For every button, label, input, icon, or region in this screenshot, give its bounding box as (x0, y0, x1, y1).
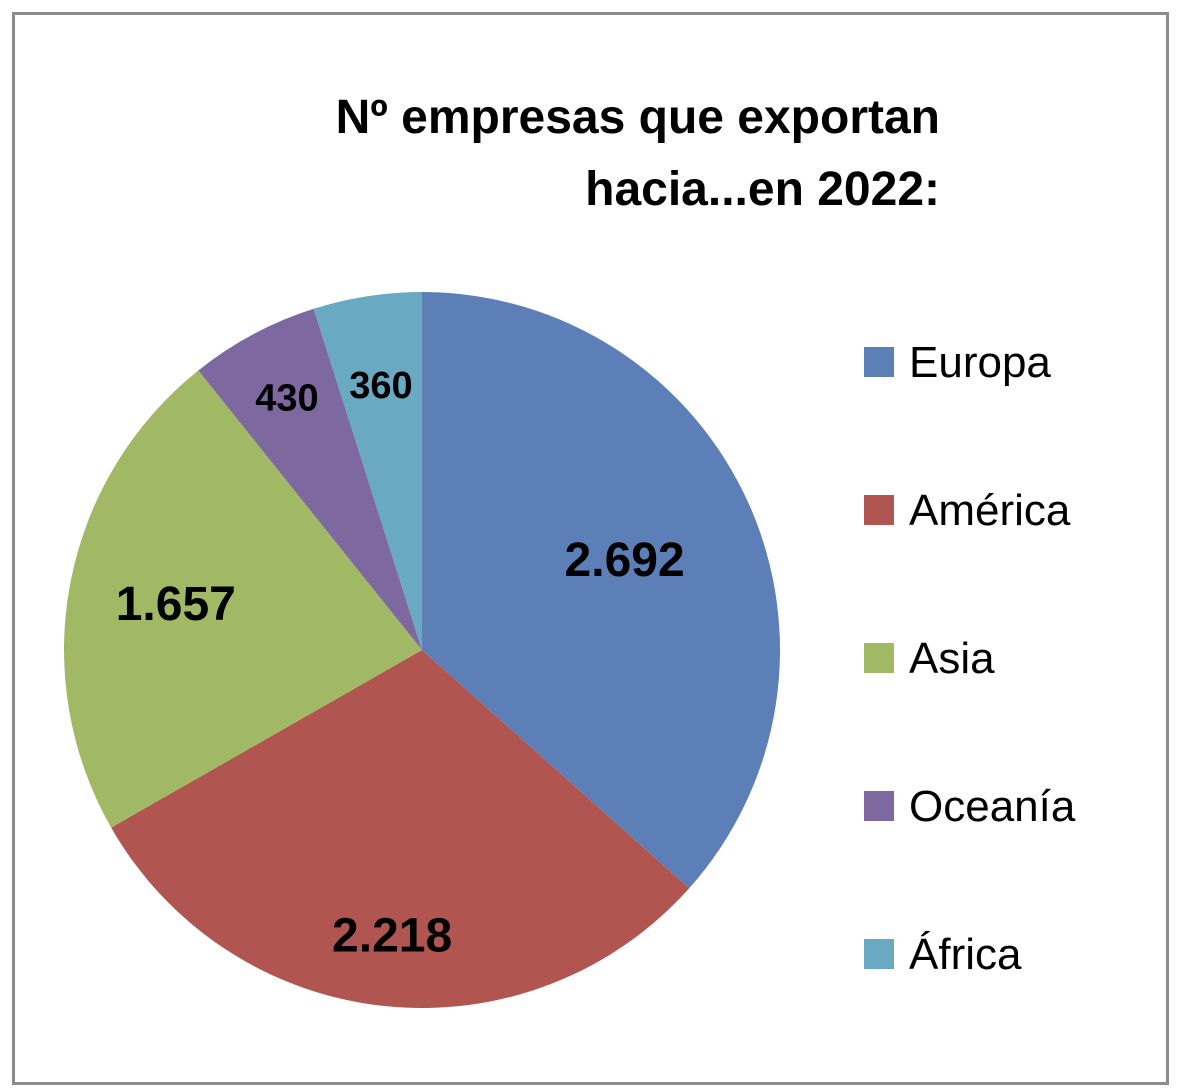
pie-slice-asia (63, 370, 422, 828)
legend-swatch-oceanía (864, 791, 894, 821)
pie-slices (63, 292, 780, 1009)
legend-swatch-áfrica (864, 939, 894, 969)
legend-swatch-europa (864, 347, 894, 377)
data-label-áfrica: 360 (349, 365, 412, 407)
legend: Europa América Asia Oceanía África (864, 338, 1076, 979)
chart-title-line-2: hacia...en 2022: (585, 163, 940, 216)
legend-label-américa: América (909, 486, 1071, 535)
legend-label-europa: Europa (909, 338, 1051, 387)
data-label-oceanía: 430 (255, 378, 318, 420)
legend-swatch-asia (864, 643, 894, 673)
pie-slice-áfrica (313, 292, 422, 650)
data-label-europa: 2.692 (565, 534, 685, 587)
data-label-américa: 2.218 (332, 910, 452, 963)
chart-title-line-1: Nº empresas que exportan (336, 91, 940, 144)
legend-label-asia: Asia (909, 634, 995, 683)
legend-label-áfrica: África (909, 930, 1022, 979)
data-label-asia: 1.657 (116, 578, 236, 631)
pie-slice-europa (422, 292, 780, 889)
legend-label-oceanía: Oceanía (909, 782, 1076, 831)
pie-slice-américa (111, 650, 690, 1009)
legend-swatch-américa (864, 495, 894, 525)
pie-data-labels: 2.692 2.218 1.657 430 360 (116, 365, 685, 963)
pie-slice-oceanía (198, 308, 422, 650)
